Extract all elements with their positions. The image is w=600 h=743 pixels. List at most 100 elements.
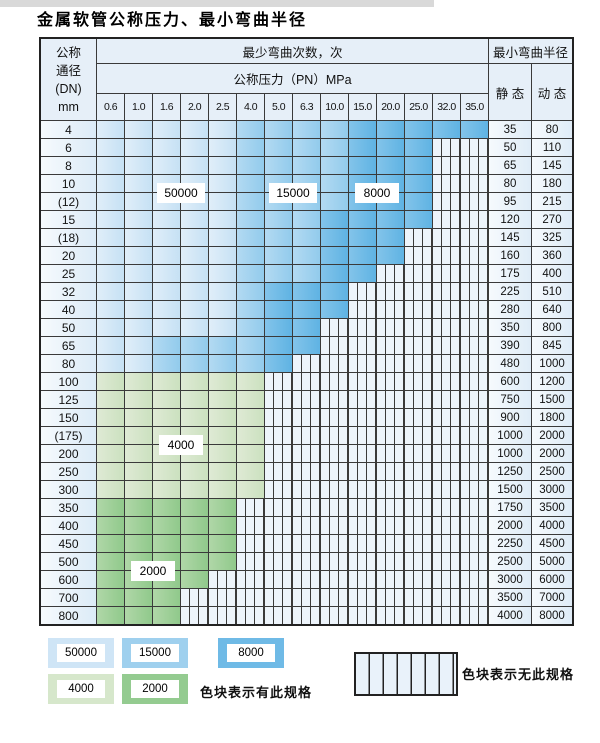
spec-cell [461,247,488,264]
static-value: 80 [489,175,531,192]
spec-cell [265,481,292,498]
has-spec-note: 色块表示有此规格 [200,685,313,700]
spec-cell [293,355,320,372]
spec-cell [97,175,124,192]
spec-cell [237,265,264,282]
dn-value: 600 [41,571,96,588]
spec-cell [237,499,264,516]
dn-value: 700 [41,589,96,606]
spec-cell [461,157,488,174]
spec-table: 公称 通径 (DN) mm 最少弯曲次数，次 最小弯曲半径 公称压力（PN）MPa 静 … [39,37,574,626]
spec-cell [97,391,124,408]
static-value: 145 [489,229,531,246]
spec-cell [153,121,180,138]
spec-cell [237,553,264,570]
spec-cell [153,337,180,354]
spec-cell [265,247,292,264]
spec-cell [125,301,152,318]
spec-cell [237,175,264,192]
spec-cell [97,445,124,462]
spec-cell [97,427,124,444]
spec-cell [405,427,432,444]
spec-cell [293,139,320,156]
spec-cell [265,571,292,588]
spec-cell [153,391,180,408]
spec-cell [433,265,460,282]
dynamic-value: 5000 [532,553,572,570]
spec-cell [153,373,180,390]
spec-cell [377,139,404,156]
spec-cell [153,463,180,480]
spec-cell [97,355,124,372]
spec-cell [97,337,124,354]
spec-cell [209,193,236,210]
legend-swatch-8000: 8000 [218,638,284,668]
spec-cell [461,481,488,498]
spec-cell [293,373,320,390]
spec-cell [181,301,208,318]
dynamic-value: 80 [532,121,572,138]
spec-cell [181,265,208,282]
spec-cell [237,283,264,300]
pressure-value: 5.0 [265,94,292,120]
static-value: 35 [489,121,531,138]
spec-cell [237,355,264,372]
spec-cell [321,571,348,588]
spec-cell [153,409,180,426]
spec-cell [153,139,180,156]
spec-cell [433,193,460,210]
static-value: 175 [489,265,531,282]
spec-cell [293,409,320,426]
spec-cell [293,283,320,300]
spec-cell [377,409,404,426]
spec-cell [97,535,124,552]
spec-cell [405,571,432,588]
spec-cell [405,445,432,462]
legend-swatch-50000: 50000 [48,638,114,668]
pressure-value: 2.5 [209,94,236,120]
spec-cell [97,553,124,570]
spec-cell [265,337,292,354]
spec-cell [461,175,488,192]
spec-cell [321,229,348,246]
dynamic-value: 510 [532,283,572,300]
spec-cell [405,283,432,300]
dn-value: 800 [41,607,96,624]
spec-cell [405,175,432,192]
pressure-value: 4.0 [237,94,264,120]
spec-cell [97,373,124,390]
spec-cell [377,445,404,462]
cycle-count-label: 2000 [131,561,175,581]
spec-cell [153,211,180,228]
spec-cell [181,229,208,246]
spec-cell [125,589,152,606]
spec-cell [181,157,208,174]
spec-cell [349,517,376,534]
dynamic-value: 4000 [532,517,572,534]
spec-cell [181,121,208,138]
spec-cell [349,409,376,426]
spec-cell [293,121,320,138]
spec-cell [349,607,376,624]
static-value: 1750 [489,499,531,516]
spec-cell [237,607,264,624]
spec-cell [405,121,432,138]
spec-cell [153,265,180,282]
legend-swatch-15000: 15000 [122,638,188,668]
static-value: 2000 [489,517,531,534]
spec-cell [377,211,404,228]
dynamic-value: 800 [532,319,572,336]
spec-cell [125,607,152,624]
spec-cell [293,337,320,354]
spec-cell [293,589,320,606]
spec-cell [209,265,236,282]
spec-cell [209,337,236,354]
static-value: 2500 [489,553,531,570]
spec-cell [153,355,180,372]
spec-cell [209,463,236,480]
spec-cell [265,553,292,570]
spec-cell [349,265,376,282]
spec-cell [321,463,348,480]
pressure-value: 15.0 [349,94,376,120]
spec-cell [181,481,208,498]
